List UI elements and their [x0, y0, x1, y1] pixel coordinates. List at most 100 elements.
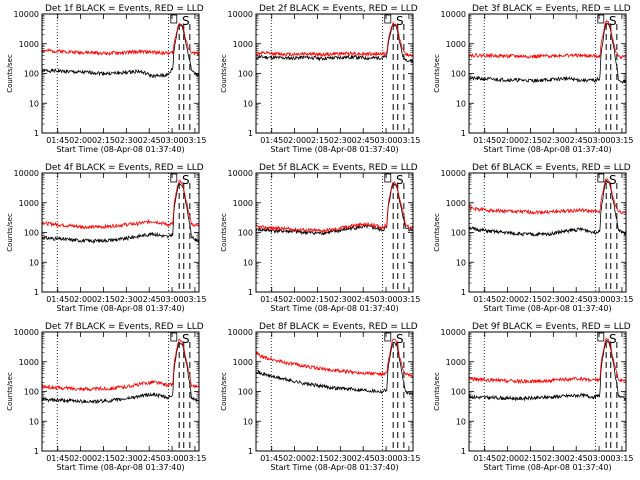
- x-axis-label: Start Time (08-Apr-08 01:37:40): [270, 463, 398, 472]
- y-tick-label: 100: [238, 70, 253, 79]
- x-tick-label: 02:15: [519, 454, 542, 463]
- y-tick-label: 10: [456, 258, 466, 267]
- y-tick-label: 10000: [14, 328, 39, 337]
- y-tick-label: 10: [456, 99, 466, 108]
- y-axis-label: Counts/sec: [220, 54, 228, 93]
- y-tick-label: 1: [461, 447, 466, 456]
- events-series-line: [469, 179, 626, 237]
- y-axis-label: Counts/sec: [220, 213, 228, 252]
- y-tick-label: 10: [29, 258, 39, 267]
- y-tick-label: 10: [29, 99, 39, 108]
- y-tick-label: 1000: [233, 199, 253, 208]
- x-tick-label: 03:00: [375, 136, 398, 145]
- x-axis-label: Start Time (08-Apr-08 01:37:40): [270, 304, 398, 313]
- x-tick-label: 03:15: [610, 136, 633, 145]
- x-tick-label: 02:15: [92, 136, 115, 145]
- x-axis-label: Start Time (08-Apr-08 01:37:40): [270, 145, 398, 154]
- flare-marker-label: S: [609, 14, 617, 28]
- events-series-line: [256, 23, 413, 64]
- interval-box-marker: [170, 14, 178, 24]
- flare-marker-label: S: [396, 173, 404, 187]
- x-tick-label: 03:00: [588, 136, 611, 145]
- interval-box-marker: [597, 14, 605, 24]
- y-tick-label: 100: [24, 388, 39, 397]
- lld-series-line: [256, 338, 413, 378]
- x-tick-label: 02:00: [496, 136, 519, 145]
- y-tick-label: 1000: [19, 358, 39, 367]
- y-tick-label: 1000: [233, 40, 253, 49]
- y-tick-label: 10000: [228, 169, 253, 178]
- panel-title: Det 5f BLACK = Events, RED = LLD: [259, 163, 418, 173]
- plot-frame: [255, 172, 414, 293]
- events-series-line: [256, 341, 413, 396]
- panel-title: Det 8f BLACK = Events, RED = LLD: [259, 322, 418, 332]
- plot-frame: [468, 331, 627, 452]
- x-tick-label: 03:00: [375, 454, 398, 463]
- events-series-line: [42, 342, 199, 405]
- x-tick-label: 03:00: [375, 295, 398, 304]
- y-tick-label: 10000: [441, 10, 466, 19]
- x-tick-label: 02:15: [519, 136, 542, 145]
- plot-frame: [468, 13, 627, 134]
- panel-8: Det 8f BLACK = Events, RED = LLD 1 10 100 10…: [220, 322, 420, 472]
- y-tick-label: 100: [24, 70, 39, 79]
- x-tick-label: 03:15: [183, 295, 206, 304]
- y-tick-label: 10000: [441, 328, 466, 337]
- x-tick-label: 02:30: [542, 136, 565, 145]
- x-tick-label: 02:15: [519, 295, 542, 304]
- interval-box-marker: [597, 332, 605, 342]
- plot-area: [256, 332, 413, 451]
- lld-series-line: [42, 22, 199, 57]
- x-tick-label: 01:45: [46, 136, 69, 145]
- plot-area: [256, 173, 413, 292]
- panel-title: Det 1f BLACK = Events, RED = LLD: [45, 4, 204, 14]
- x-tick-label: 01:45: [46, 295, 69, 304]
- x-axis-label: Start Time (08-Apr-08 01:37:40): [483, 304, 611, 313]
- x-tick-label: 01:45: [260, 136, 283, 145]
- lld-series-line: [42, 338, 199, 392]
- x-tick-label: 02:30: [329, 136, 352, 145]
- y-tick-label: 1000: [19, 40, 39, 49]
- y-axis-label: Counts/sec: [6, 54, 14, 93]
- y-tick-label: 10000: [228, 328, 253, 337]
- x-tick-label: 03:15: [183, 136, 206, 145]
- plot-frame: [468, 172, 627, 293]
- flare-marker-label: S: [609, 173, 617, 187]
- x-tick-label: 02:30: [115, 454, 138, 463]
- x-tick-label: 02:15: [306, 454, 329, 463]
- y-axis-label: Counts/sec: [433, 54, 441, 93]
- y-tick-label: 10: [243, 417, 253, 426]
- panel-7: Det 7f BLACK = Events, RED = LLD 1 10 100 10…: [6, 322, 206, 472]
- x-tick-label: 02:00: [496, 295, 519, 304]
- y-tick-label: 1000: [19, 199, 39, 208]
- x-tick-label: 03:15: [397, 454, 420, 463]
- plot-frame: [255, 331, 414, 452]
- lld-series-line: [42, 179, 199, 230]
- y-tick-label: 1: [461, 288, 466, 297]
- x-tick-label: 02:30: [115, 295, 138, 304]
- flare-marker-label: S: [396, 14, 404, 28]
- y-tick-label: 1: [248, 129, 253, 138]
- y-tick-label: 100: [451, 388, 466, 397]
- y-tick-label: 100: [451, 70, 466, 79]
- panel-6: Det 6f BLACK = Events, RED = LLD 1 10 100 10…: [433, 163, 633, 313]
- x-tick-label: 02:45: [565, 136, 588, 145]
- x-tick-label: 01:45: [260, 295, 283, 304]
- flare-marker-label: S: [396, 332, 404, 346]
- y-tick-label: 10000: [14, 10, 39, 19]
- y-tick-label: 1000: [446, 199, 466, 208]
- x-tick-label: 02:15: [306, 136, 329, 145]
- x-tick-label: 01:45: [473, 136, 496, 145]
- flare-marker-label: S: [609, 332, 617, 346]
- x-axis-label: Start Time (08-Apr-08 01:37:40): [56, 304, 184, 313]
- lld-series-line: [469, 178, 626, 216]
- lld-series-line: [256, 21, 413, 58]
- y-tick-label: 10: [456, 417, 466, 426]
- x-tick-label: 03:00: [161, 295, 184, 304]
- x-tick-label: 02:45: [352, 454, 375, 463]
- x-tick-label: 02:00: [283, 295, 306, 304]
- x-tick-label: 01:45: [473, 295, 496, 304]
- x-tick-label: 02:45: [565, 454, 588, 463]
- y-tick-label: 10: [243, 258, 253, 267]
- x-tick-label: 02:00: [283, 454, 306, 463]
